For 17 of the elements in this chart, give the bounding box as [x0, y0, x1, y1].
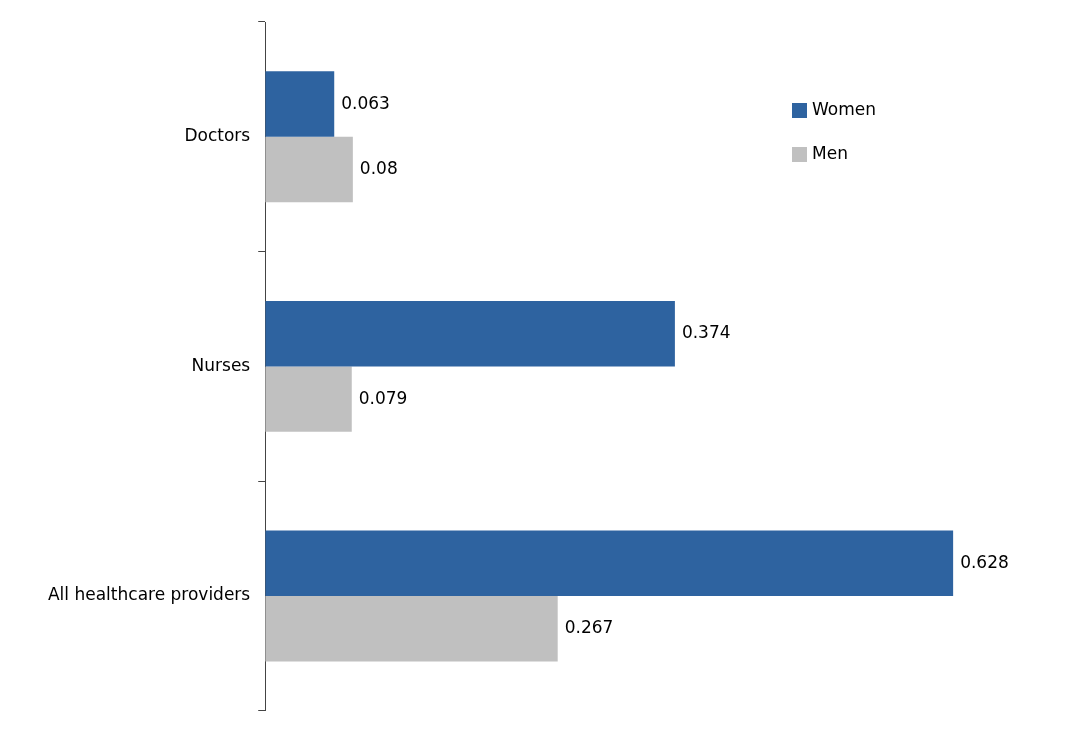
data-label: 0.374 — [681, 322, 731, 343]
bar — [265, 136, 353, 203]
bar — [265, 300, 675, 367]
data-label: 0.079 — [358, 387, 408, 408]
y-tick-label: All healthcare providers — [47, 584, 251, 605]
data-label: 0.628 — [960, 551, 1009, 572]
bar — [265, 366, 352, 432]
y-tick-label: Doctors — [184, 125, 251, 146]
y-tick-label: Nurses — [191, 354, 251, 375]
bar — [265, 71, 335, 137]
bar — [265, 530, 954, 596]
legend-label: Men — [812, 143, 848, 164]
data-label: 0.063 — [341, 92, 390, 113]
data-label: 0.267 — [564, 617, 614, 638]
legend-label: Women — [812, 99, 877, 120]
bar — [265, 596, 558, 662]
data-label: 0.08 — [359, 157, 398, 178]
